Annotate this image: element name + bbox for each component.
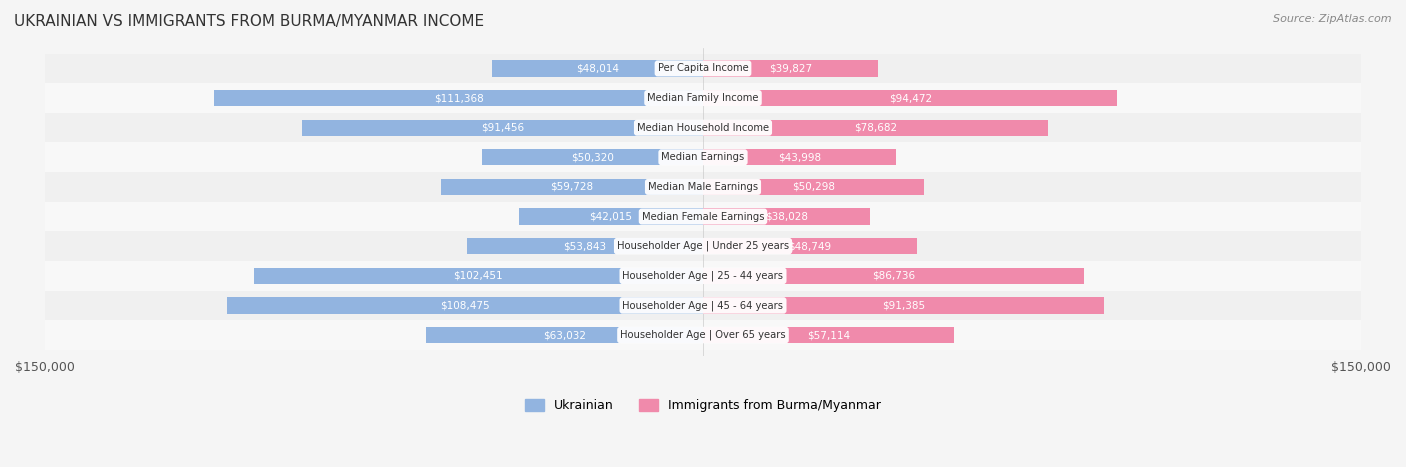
Bar bbox=[703, 60, 877, 77]
Bar bbox=[45, 202, 1361, 231]
Bar bbox=[703, 327, 953, 343]
Text: $48,749: $48,749 bbox=[789, 241, 831, 251]
Bar bbox=[302, 120, 703, 136]
Bar bbox=[45, 113, 1361, 142]
Bar bbox=[703, 120, 1049, 136]
Text: Median Household Income: Median Household Income bbox=[637, 123, 769, 133]
Bar bbox=[482, 149, 703, 165]
Text: $42,015: $42,015 bbox=[589, 212, 633, 221]
Text: $78,682: $78,682 bbox=[853, 123, 897, 133]
Text: $108,475: $108,475 bbox=[440, 300, 489, 311]
Bar bbox=[228, 297, 703, 313]
Bar bbox=[45, 231, 1361, 261]
Legend: Ukrainian, Immigrants from Burma/Myanmar: Ukrainian, Immigrants from Burma/Myanmar bbox=[520, 394, 886, 417]
Text: $50,298: $50,298 bbox=[792, 182, 835, 192]
Bar bbox=[45, 54, 1361, 83]
Text: Source: ZipAtlas.com: Source: ZipAtlas.com bbox=[1274, 14, 1392, 24]
Text: $53,843: $53,843 bbox=[564, 241, 606, 251]
Text: Householder Age | 45 - 64 years: Householder Age | 45 - 64 years bbox=[623, 300, 783, 311]
Text: $57,114: $57,114 bbox=[807, 330, 849, 340]
Text: Median Family Income: Median Family Income bbox=[647, 93, 759, 103]
Text: $48,014: $48,014 bbox=[576, 64, 619, 73]
Text: Householder Age | 25 - 44 years: Householder Age | 25 - 44 years bbox=[623, 270, 783, 281]
Text: Median Male Earnings: Median Male Earnings bbox=[648, 182, 758, 192]
Bar bbox=[703, 179, 924, 195]
Bar bbox=[519, 208, 703, 225]
Text: Householder Age | Over 65 years: Householder Age | Over 65 years bbox=[620, 330, 786, 340]
Text: Householder Age | Under 25 years: Householder Age | Under 25 years bbox=[617, 241, 789, 251]
Bar bbox=[703, 208, 870, 225]
Bar bbox=[215, 90, 703, 106]
Bar bbox=[467, 238, 703, 255]
Bar bbox=[426, 327, 703, 343]
Text: $38,028: $38,028 bbox=[765, 212, 808, 221]
Bar bbox=[492, 60, 703, 77]
Bar bbox=[703, 297, 1104, 313]
Bar bbox=[45, 320, 1361, 350]
Bar bbox=[45, 261, 1361, 290]
Bar bbox=[45, 142, 1361, 172]
Bar bbox=[253, 268, 703, 284]
Text: Median Earnings: Median Earnings bbox=[661, 152, 745, 163]
Text: Per Capita Income: Per Capita Income bbox=[658, 64, 748, 73]
Text: $91,385: $91,385 bbox=[882, 300, 925, 311]
Text: $39,827: $39,827 bbox=[769, 64, 811, 73]
Text: UKRAINIAN VS IMMIGRANTS FROM BURMA/MYANMAR INCOME: UKRAINIAN VS IMMIGRANTS FROM BURMA/MYANM… bbox=[14, 14, 484, 29]
Bar bbox=[45, 290, 1361, 320]
Bar bbox=[703, 90, 1118, 106]
Text: $86,736: $86,736 bbox=[872, 271, 915, 281]
Bar bbox=[45, 172, 1361, 202]
Text: $59,728: $59,728 bbox=[550, 182, 593, 192]
Text: $63,032: $63,032 bbox=[543, 330, 586, 340]
Text: $43,998: $43,998 bbox=[778, 152, 821, 163]
Bar bbox=[45, 83, 1361, 113]
Bar bbox=[703, 268, 1084, 284]
Bar bbox=[441, 179, 703, 195]
Text: $94,472: $94,472 bbox=[889, 93, 932, 103]
Text: $102,451: $102,451 bbox=[454, 271, 503, 281]
Bar bbox=[703, 238, 917, 255]
Text: $111,368: $111,368 bbox=[434, 93, 484, 103]
Text: Median Female Earnings: Median Female Earnings bbox=[641, 212, 765, 221]
Text: $50,320: $50,320 bbox=[571, 152, 614, 163]
Bar bbox=[703, 149, 896, 165]
Text: $91,456: $91,456 bbox=[481, 123, 524, 133]
